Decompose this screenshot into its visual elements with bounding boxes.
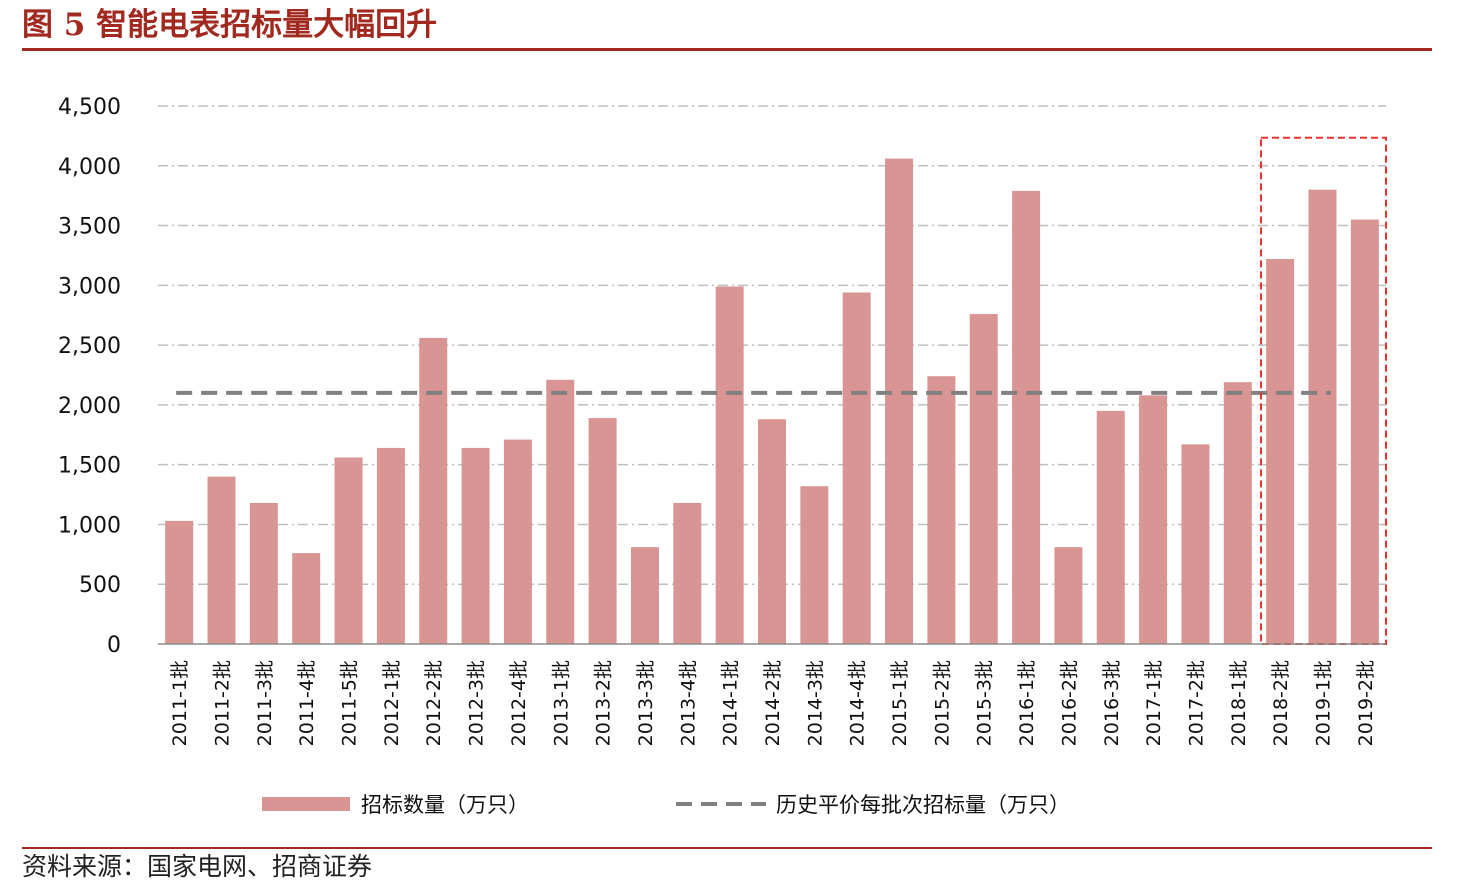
legend: 招标数量（万只） 历史平价每批次招标量（万只）: [262, 793, 1070, 817]
bar: [546, 379, 575, 644]
x-tick-label: 2011-3批: [254, 660, 276, 746]
bar: [334, 457, 363, 644]
x-tick-label: 2015-2批: [931, 660, 953, 746]
x-tick-label: 2015-3批: [974, 660, 996, 746]
y-tick-label: 1,000: [58, 513, 121, 538]
figure-title: 图 5 智能电表招标量大幅回升: [22, 7, 438, 43]
x-tick-label: 2012-1批: [381, 660, 403, 746]
bar: [1139, 395, 1168, 644]
x-tick-label: 2014-2批: [762, 660, 784, 746]
bar: [503, 439, 532, 644]
x-tick-label: 2014-4批: [847, 660, 869, 746]
x-axis: 2011-1批 2011-2批 2011-3批 2011-4批 2011-5批 2012-…: [158, 643, 1386, 746]
x-tick-label: 2019-2批: [1355, 660, 1377, 746]
x-tick-label: 2013-3批: [635, 660, 657, 746]
bar: [292, 553, 321, 644]
bar: [376, 447, 405, 644]
title-divider: [22, 48, 1432, 51]
bar: [630, 547, 659, 644]
y-tick-label: 0: [107, 633, 121, 658]
y-axis: 0 500 1,000 1,500 2,000 2,500 3,000 3,500 4,000 4…: [58, 95, 121, 658]
legend-swatch-bar: [262, 797, 350, 811]
bar: [1054, 547, 1083, 644]
x-tick-label: 2018-2批: [1270, 660, 1292, 746]
x-tick-label: 2011-5批: [339, 660, 361, 746]
source-note: 资料来源：国家电网、招商证券: [22, 852, 373, 881]
x-tick-label: 2017-2批: [1185, 660, 1207, 746]
bar: [758, 419, 786, 644]
bar: [1181, 444, 1210, 644]
y-tick-label: 500: [79, 573, 121, 598]
x-tick-label: 2011-2批: [212, 660, 234, 746]
y-tick-label: 3,500: [58, 215, 121, 240]
x-tick-label: 2013-1批: [550, 660, 572, 746]
bar: [1096, 410, 1125, 644]
x-tick-label: 2019-1批: [1312, 660, 1334, 746]
y-tick-label: 4,000: [58, 155, 121, 180]
bars: [165, 158, 1379, 645]
y-tick-label: 4,500: [58, 95, 121, 120]
source-divider: [22, 847, 1432, 849]
x-tick-label: 2012-3批: [466, 660, 488, 746]
x-tick-label: 2016-1批: [1016, 660, 1038, 746]
bar: [165, 520, 194, 644]
y-tick-label: 2,500: [58, 334, 121, 359]
gridlines: [158, 105, 1386, 585]
bar: [969, 314, 998, 644]
bar: [800, 486, 829, 644]
x-tick-label: 2014-1批: [720, 660, 742, 746]
x-tick-label: 2011-4批: [296, 660, 318, 746]
bar: [927, 376, 956, 644]
bar: [207, 476, 236, 644]
x-tick-label: 2016-2批: [1058, 660, 1080, 746]
bar: [1308, 189, 1337, 644]
legend-label-line: 历史平价每批次招标量（万只）: [776, 793, 1070, 817]
bar: [588, 418, 617, 644]
y-tick-label: 3,000: [58, 274, 121, 299]
legend-label-bar: 招标数量（万只）: [361, 793, 529, 817]
bar: [885, 158, 914, 645]
x-tick-label: 2016-3批: [1101, 660, 1123, 746]
bar: [249, 502, 278, 644]
bar: [842, 292, 871, 644]
bar: [1012, 190, 1041, 644]
bar: [419, 337, 448, 644]
x-tick-label: 2014-3批: [804, 660, 826, 746]
x-tick-label: 2012-4批: [508, 660, 530, 746]
x-tick-label: 2013-2批: [593, 660, 615, 746]
x-tick-label: 2015-1批: [889, 660, 911, 746]
x-tick-label: 2018-1批: [1228, 660, 1250, 746]
x-tick-label: 2013-4批: [677, 660, 699, 746]
y-tick-label: 2,000: [58, 394, 121, 419]
x-tick-label: 2017-1批: [1143, 660, 1165, 746]
bar: [1223, 382, 1252, 644]
y-tick-label: 1,500: [58, 454, 121, 479]
bar: [1266, 259, 1295, 644]
bar: [1350, 219, 1379, 645]
bar: [673, 502, 702, 644]
x-tick-label: 2011-1批: [169, 660, 191, 746]
bar: [461, 447, 490, 644]
x-tick-label: 2012-2批: [423, 660, 445, 746]
bar: [715, 286, 744, 644]
